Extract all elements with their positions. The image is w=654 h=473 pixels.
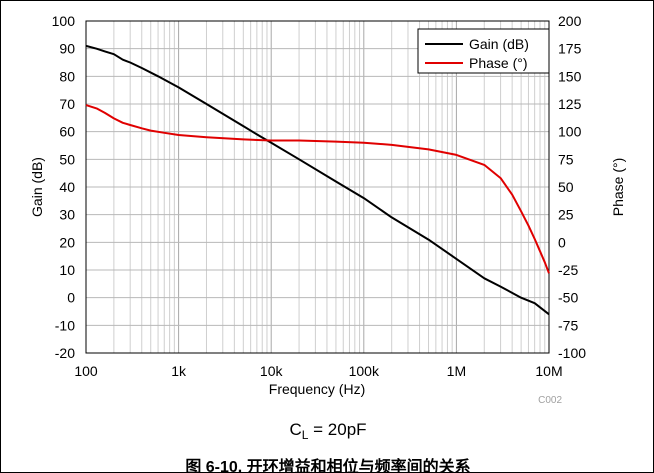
y-tick-label-left: -20 bbox=[55, 345, 75, 361]
x-axis-label: Frequency (Hz) bbox=[269, 381, 365, 397]
legend-label-gain: Gain (dB) bbox=[469, 36, 529, 52]
tick-labels: 100 1k 10k 100k 1M 10M1009080706050403020100-… bbox=[52, 13, 587, 379]
legend: Gain (dB) Phase (°) bbox=[417, 28, 550, 74]
y-tick-label-right: -100 bbox=[558, 345, 586, 361]
y-tick-label-left: 50 bbox=[59, 151, 75, 167]
y-axis-label-left: Gain (dB) bbox=[29, 157, 45, 217]
y-tick-label-right: 150 bbox=[558, 68, 582, 84]
y-tick-label-right: 0 bbox=[558, 234, 566, 250]
y-tick-label-right: 100 bbox=[558, 124, 582, 140]
x-tick-label: 1M bbox=[447, 363, 466, 379]
x-tick-label: 1k bbox=[171, 363, 187, 379]
y-tick-label-left: 100 bbox=[52, 13, 76, 29]
y-tick-label-right: -50 bbox=[558, 290, 578, 306]
series-lines bbox=[85, 44, 550, 316]
legend-box bbox=[417, 28, 550, 74]
y-tick-label-left: 10 bbox=[59, 262, 75, 278]
x-tick-label: 100k bbox=[349, 363, 380, 379]
x-tick-label: 10k bbox=[260, 363, 284, 379]
y-tick-label-left: -10 bbox=[55, 317, 75, 333]
x-tick-label: 10M bbox=[535, 363, 562, 379]
y-tick-label-left: 30 bbox=[59, 207, 75, 223]
y-tick-label-right: -75 bbox=[558, 317, 578, 333]
phase-series-line bbox=[85, 104, 550, 274]
y-tick-label-left: 90 bbox=[59, 41, 75, 57]
y-tick-label-left: 60 bbox=[59, 124, 75, 140]
y-tick-label-left: 80 bbox=[59, 68, 75, 84]
y-tick-label-left: 70 bbox=[59, 96, 75, 112]
legend-label-phase: Phase (°) bbox=[469, 55, 528, 71]
figure-caption: 图 6-10. 开环增益和相位与频率间的关系 bbox=[185, 457, 470, 473]
y-tick-label-right: 175 bbox=[558, 41, 582, 57]
y-axis-label-right: Phase (°) bbox=[610, 158, 626, 217]
y-tick-label-left: 20 bbox=[59, 234, 75, 250]
y-tick-label-right: 50 bbox=[558, 179, 574, 195]
y-tick-label-right: 25 bbox=[558, 207, 574, 223]
y-tick-label-left: 0 bbox=[67, 290, 75, 306]
x-tick-label: 100 bbox=[74, 363, 98, 379]
y-tick-label-right: 75 bbox=[558, 151, 574, 167]
y-tick-label-right: -25 bbox=[558, 262, 578, 278]
load-condition: CL = 20pF bbox=[289, 420, 366, 442]
figure-code: C002 bbox=[538, 395, 562, 406]
y-tick-label-right: 200 bbox=[558, 13, 582, 29]
y-tick-label-right: 125 bbox=[558, 96, 582, 112]
plot-area bbox=[85, 20, 550, 354]
gain-series-line bbox=[85, 44, 550, 316]
y-tick-label-left: 40 bbox=[59, 179, 75, 195]
